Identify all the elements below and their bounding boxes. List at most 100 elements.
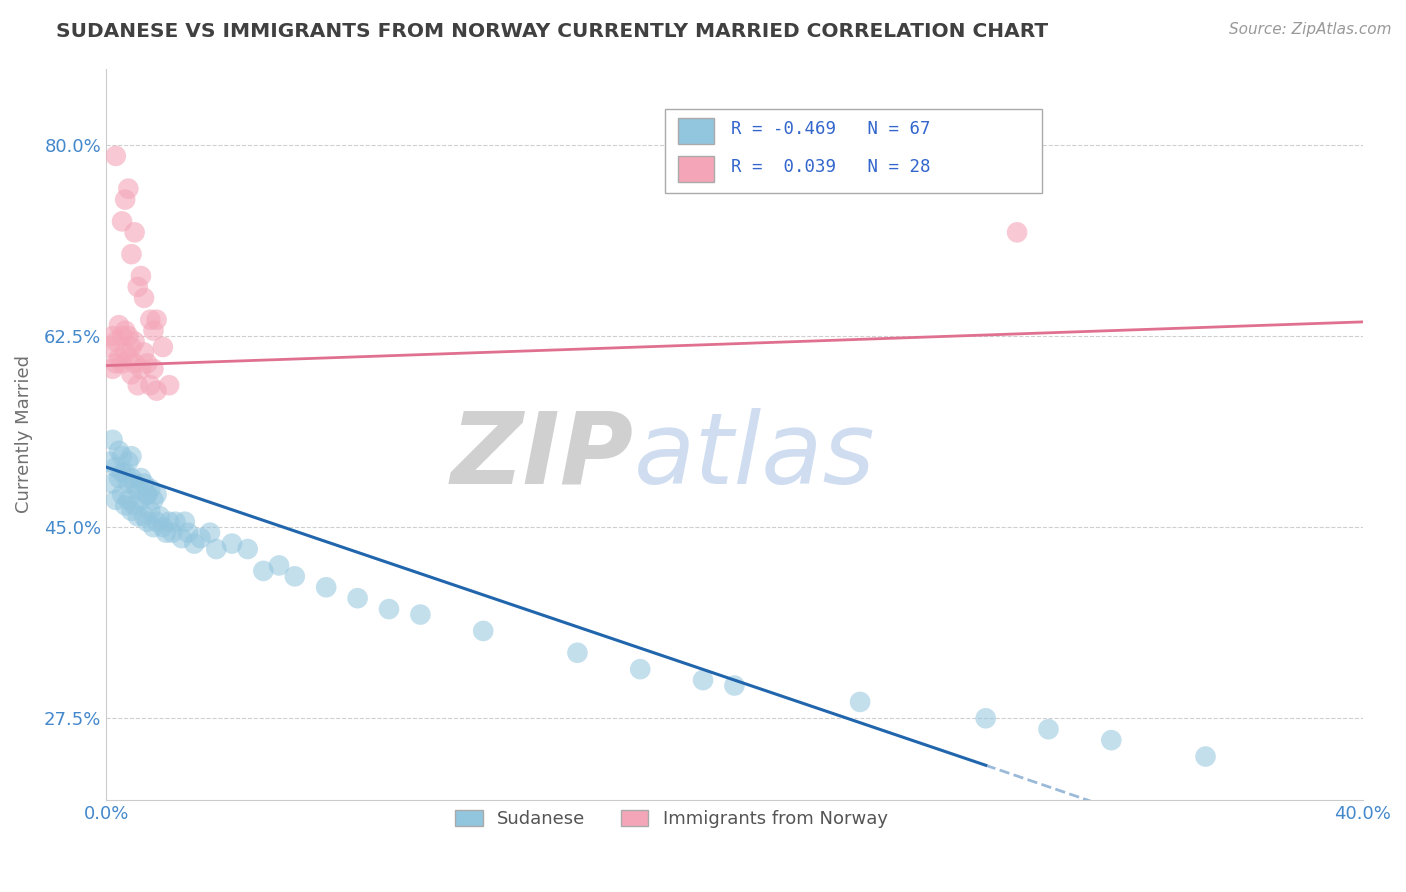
Point — [284, 569, 307, 583]
Point — [127, 378, 149, 392]
Point — [101, 433, 124, 447]
Point — [111, 487, 134, 501]
Point — [142, 520, 165, 534]
Point — [267, 558, 290, 573]
Point — [149, 509, 172, 524]
Point — [108, 318, 131, 333]
Point — [111, 214, 134, 228]
Point — [155, 525, 177, 540]
Point — [121, 368, 143, 382]
Point — [136, 487, 159, 501]
Point — [152, 520, 174, 534]
Point — [111, 449, 134, 463]
FancyBboxPatch shape — [678, 118, 714, 144]
Point — [114, 499, 136, 513]
Point — [145, 312, 167, 326]
Point — [101, 362, 124, 376]
Point — [472, 624, 495, 638]
Point — [236, 542, 259, 557]
Text: atlas: atlas — [634, 408, 876, 505]
Point — [162, 525, 184, 540]
Point — [104, 334, 127, 349]
Point — [108, 471, 131, 485]
Point — [315, 580, 337, 594]
Point — [121, 471, 143, 485]
Point — [104, 149, 127, 163]
Point — [145, 515, 167, 529]
Point — [111, 356, 134, 370]
Point — [108, 351, 131, 365]
Point — [117, 455, 139, 469]
Point — [692, 673, 714, 687]
Point — [132, 509, 155, 524]
Point — [170, 531, 193, 545]
Point — [145, 384, 167, 398]
Point — [114, 193, 136, 207]
Point — [628, 662, 651, 676]
Point — [124, 225, 146, 239]
Point — [409, 607, 432, 622]
Point — [1099, 733, 1122, 747]
Text: ZIP: ZIP — [451, 408, 634, 505]
Point — [190, 531, 212, 545]
Point — [132, 291, 155, 305]
Point — [157, 515, 180, 529]
Point — [145, 487, 167, 501]
Point — [117, 329, 139, 343]
Legend: Sudanese, Immigrants from Norway: Sudanese, Immigrants from Norway — [449, 803, 896, 835]
Point — [98, 455, 121, 469]
Point — [142, 362, 165, 376]
Point — [136, 356, 159, 370]
Text: R =  0.039   N = 28: R = 0.039 N = 28 — [731, 158, 931, 177]
Point — [221, 536, 243, 550]
Point — [129, 362, 152, 376]
Point — [205, 542, 228, 557]
Point — [173, 515, 195, 529]
Point — [121, 247, 143, 261]
Point — [1005, 225, 1028, 239]
Point — [252, 564, 274, 578]
Point — [124, 356, 146, 370]
Point — [101, 476, 124, 491]
Point — [127, 280, 149, 294]
Point — [136, 515, 159, 529]
Point — [177, 525, 200, 540]
Text: R = -0.469   N = 67: R = -0.469 N = 67 — [731, 120, 931, 138]
Point — [139, 312, 162, 326]
Point — [117, 181, 139, 195]
Point — [104, 356, 127, 370]
Point — [111, 466, 134, 480]
Point — [152, 340, 174, 354]
Y-axis label: Currently Married: Currently Married — [15, 355, 32, 514]
Point — [104, 492, 127, 507]
Point — [132, 476, 155, 491]
Point — [124, 476, 146, 491]
Point — [136, 487, 159, 501]
Point — [723, 679, 745, 693]
Point — [98, 340, 121, 354]
Point — [129, 471, 152, 485]
Point — [129, 492, 152, 507]
Point — [378, 602, 401, 616]
Point — [567, 646, 589, 660]
Point — [117, 492, 139, 507]
Point — [104, 460, 127, 475]
Point — [121, 504, 143, 518]
Point — [157, 378, 180, 392]
Point — [849, 695, 872, 709]
Point — [1194, 749, 1216, 764]
Point — [111, 329, 134, 343]
Point — [124, 499, 146, 513]
Point — [114, 466, 136, 480]
Point — [346, 591, 368, 606]
Point — [114, 324, 136, 338]
Point — [165, 515, 187, 529]
Point — [114, 345, 136, 359]
Point — [142, 324, 165, 338]
Point — [117, 476, 139, 491]
FancyBboxPatch shape — [678, 155, 714, 182]
Point — [132, 345, 155, 359]
Point — [139, 378, 162, 392]
Point — [139, 504, 162, 518]
Point — [198, 525, 221, 540]
